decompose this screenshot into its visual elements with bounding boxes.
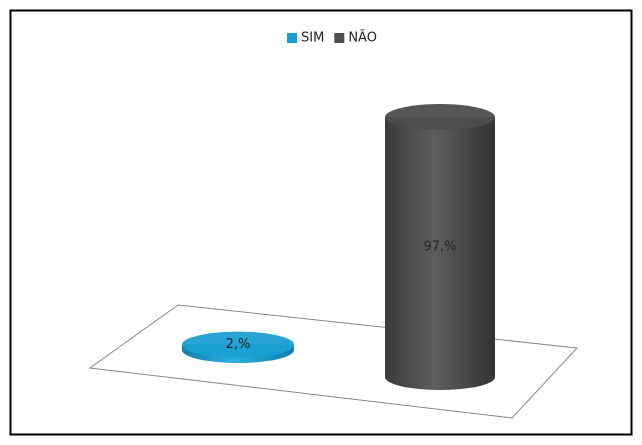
legend-swatch <box>287 33 297 43</box>
bar <box>182 331 294 363</box>
legend-swatch <box>334 33 345 43</box>
bar <box>385 104 495 390</box>
data-label: 97,% <box>423 240 456 255</box>
cylinder-top <box>385 104 495 131</box>
legend-label: SIM <box>301 31 324 46</box>
data-label: 2,% <box>226 337 251 352</box>
cylinder-body <box>385 117 495 390</box>
legend-label: NÃO <box>348 30 377 46</box>
cylinder-top <box>182 331 294 358</box>
